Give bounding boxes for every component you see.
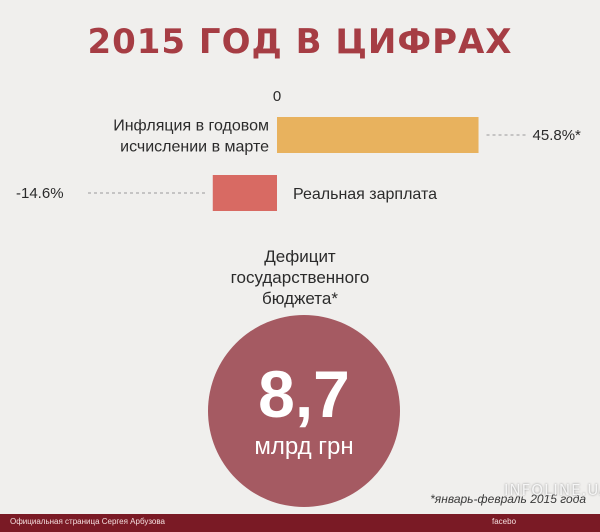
deficit-label: Дефицит государственного бюджета* — [200, 246, 400, 309]
deficit-label-line: Дефицит — [264, 247, 336, 266]
bar-chart: 0 45.8%* Инфляция в годовом исчислении в м… — [16, 88, 582, 211]
category-label: исчислении в марте — [120, 139, 269, 156]
bar — [277, 117, 479, 153]
footnote: *январь-февраль 2015 года — [430, 492, 586, 506]
deficit-unit: млрд грн — [254, 433, 354, 460]
bottom-bar-left-text: Официальная страница Сергея Арбузова — [10, 517, 165, 526]
bottom-bar-right-text: facebo — [492, 517, 517, 526]
deficit-value: 8,7 — [258, 357, 350, 431]
bar-value-label: 45.8%* — [533, 127, 582, 144]
bar-value-label: -14.6% — [16, 185, 64, 202]
watermark-logo: INFOLINE.UA — [504, 481, 600, 499]
category-label: Реальная зарплата — [293, 186, 437, 203]
deficit-label-line: государственного — [230, 268, 370, 287]
category-label: Инфляция в годовом — [113, 118, 269, 135]
zero-axis-label: 0 — [273, 88, 281, 105]
bottom-bar: Официальная страница Сергея Арбузова fac… — [0, 514, 600, 532]
bar — [212, 175, 277, 211]
deficit-circle: 8,7 млрд грн — [208, 315, 400, 507]
deficit-label-line: бюджета* — [262, 289, 338, 308]
page-title: 2015 ГОД В ЦИФРАХ — [87, 22, 513, 62]
